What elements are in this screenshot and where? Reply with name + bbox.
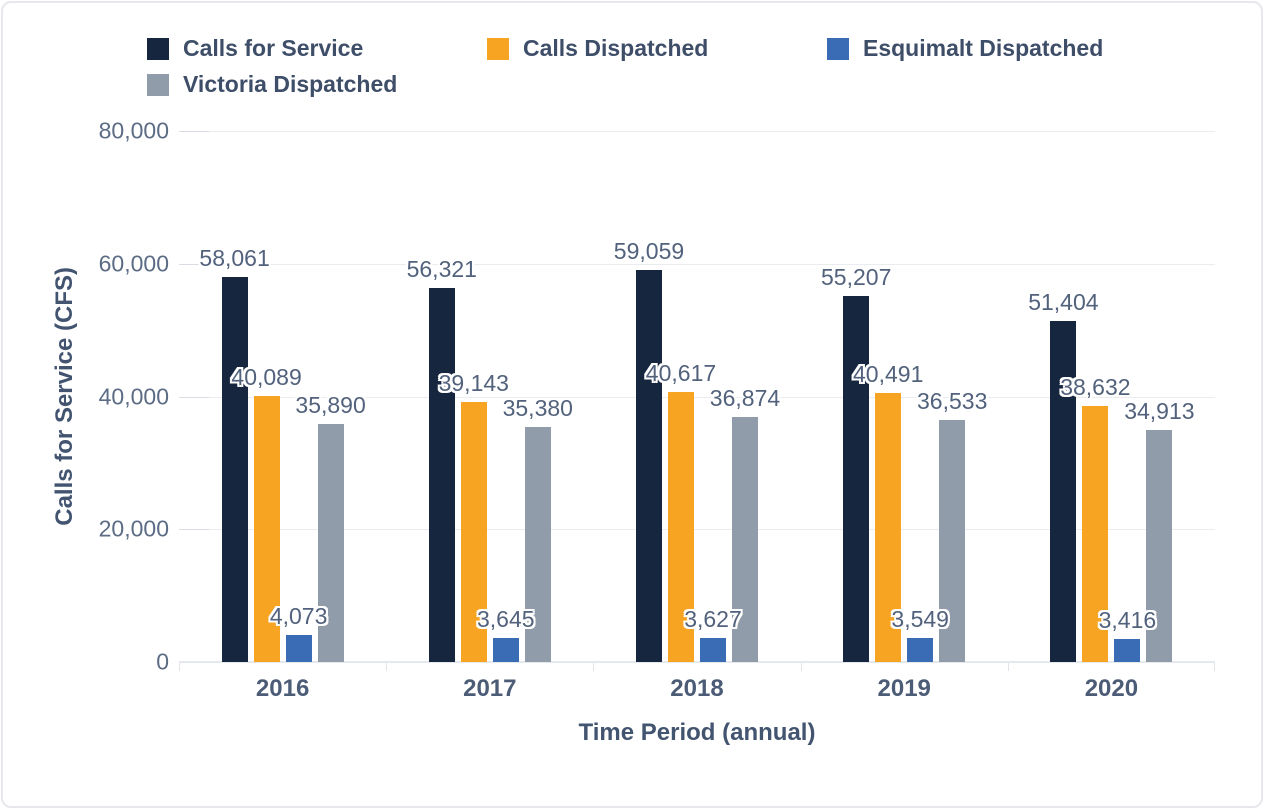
bar-value-label-calls-for-service-2017: 56,321: [406, 256, 477, 283]
bar-group-2017: 56,321 39,143 3,645 35,380: [386, 131, 593, 662]
bar-calls-dispatched-2018[interactable]: [667, 392, 694, 662]
bar-value-label-victoria-dispatched-2020: 34,913: [1124, 398, 1195, 425]
y-axis-tick: [179, 131, 209, 132]
y-axis-tick: [179, 263, 209, 265]
bar-calls-for-service-2018[interactable]: [635, 270, 662, 662]
x-tick-label-2018: 2018: [670, 675, 724, 702]
legend-swatch-victoria-dispatched: [147, 73, 169, 96]
x-axis-tick: [800, 663, 802, 671]
bar-group-2020: 51,404 38,632 3,416 34,913: [1008, 131, 1215, 662]
bar-value-label-calls-for-service-2020: 51,404: [1028, 288, 1099, 315]
bar-victoria-dispatched-2016[interactable]: [317, 423, 344, 662]
bar-value-label-victoria-dispatched-2016: 35,890: [295, 391, 366, 418]
bar-value-label-calls-for-service-2019: 55,207: [821, 263, 892, 290]
bar-value-label-victoria-dispatched-2019: 36,533: [917, 387, 988, 414]
bar-value-label-calls-dispatched-2019: 40,491: [853, 361, 924, 388]
gridline: [179, 131, 1215, 132]
bar-value-label-esquimalt-dispatched-2019: 3,549: [891, 606, 949, 633]
x-axis-tick: [1214, 663, 1215, 671]
plot-area: 58,061 40,089 4,073 35,890 56,321 39,143 3,645…: [179, 131, 1215, 663]
chart-legend: Calls for Service Calls Dispatched Esqui…: [147, 35, 1217, 98]
bar-value-label-victoria-dispatched-2018: 36,874: [709, 385, 781, 412]
x-tick-label-2016: 2016: [255, 675, 310, 702]
legend-swatch-calls-dispatched: [487, 37, 509, 60]
x-axis-tick: [179, 663, 180, 671]
bar-calls-for-service-2020[interactable]: [1050, 320, 1077, 662]
y-axis-tick: [179, 529, 209, 531]
bar-group-2016: 58,061 40,089 4,073 35,890: [179, 131, 386, 662]
bar-esquimalt-dispatched-2017[interactable]: [492, 637, 519, 662]
bar-calls-dispatched-2019[interactable]: [875, 393, 902, 662]
bar-calls-for-service-2019[interactable]: [843, 295, 870, 662]
bar-value-label-calls-dispatched-2017: 39,143: [438, 370, 509, 397]
y-tick-label: 80,000: [98, 117, 169, 144]
legend-label: Calls for Service: [183, 35, 364, 61]
gridline: [179, 529, 1215, 531]
bar-calls-for-service-2017[interactable]: [428, 288, 455, 662]
x-axis-line: [179, 661, 1215, 663]
bar-calls-dispatched-2017[interactable]: [460, 402, 487, 662]
x-tick-label-2017: 2017: [463, 675, 517, 702]
bar-value-label-esquimalt-dispatched-2017: 3,645: [477, 605, 535, 632]
bar-value-label-calls-for-service-2016: 58,061: [199, 244, 270, 271]
legend-swatch-calls-for-service: [147, 37, 169, 60]
y-axis-ticks: 0 20,000 40,000 60,000 80,000: [3, 118, 169, 675]
bar-victoria-dispatched-2019[interactable]: [939, 419, 966, 662]
bar-esquimalt-dispatched-2020[interactable]: [1114, 639, 1141, 662]
bar-value-label-esquimalt-dispatched-2018: 3,627: [684, 605, 742, 632]
bar-value-label-calls-dispatched-2016: 40,089: [231, 363, 302, 390]
y-axis-tick: [179, 396, 209, 398]
x-tick-label-2020: 2020: [1084, 675, 1139, 702]
bar-victoria-dispatched-2018[interactable]: [731, 417, 758, 662]
y-tick-label: 20,000: [98, 515, 169, 542]
y-tick-label: 40,000: [98, 383, 169, 409]
bar-calls-dispatched-2016[interactable]: [253, 395, 280, 662]
bar-esquimalt-dispatched-2018[interactable]: [699, 637, 726, 662]
legend-item-calls-dispatched[interactable]: Calls Dispatched: [487, 35, 827, 62]
bar-value-label-calls-for-service-2018: 59,059: [613, 238, 685, 264]
legend-label: Victoria Dispatched: [183, 71, 398, 97]
bar-group-2019: 55,207 40,491 3,549 36,533: [801, 131, 1008, 662]
bar-esquimalt-dispatched-2016[interactable]: [285, 634, 312, 662]
bar-value-label-esquimalt-dispatched-2020: 3,416: [1098, 607, 1157, 634]
x-tick-label-2019: 2019: [877, 675, 931, 702]
legend-item-calls-for-service[interactable]: Calls for Service: [147, 35, 487, 62]
x-axis-tick: [386, 663, 388, 671]
legend-label: Calls Dispatched: [523, 35, 709, 61]
bar-calls-for-service-2016[interactable]: [221, 276, 248, 662]
x-axis-tick: [593, 663, 595, 671]
bar-calls-dispatched-2020[interactable]: [1082, 405, 1109, 662]
y-tick-label: 0: [156, 648, 169, 675]
x-axis-labels: 2016 2017 2018 2019 2020: [179, 663, 1215, 708]
legend-label: Esquimalt Dispatched: [863, 35, 1104, 61]
gridline: [179, 396, 1215, 398]
bar-value-label-calls-dispatched-2020: 38,632: [1060, 373, 1131, 400]
bar-esquimalt-dispatched-2019[interactable]: [907, 638, 934, 662]
bar-value-label-calls-dispatched-2018: 40,617: [645, 360, 717, 387]
legend-item-victoria-dispatched[interactable]: Victoria Dispatched: [147, 71, 487, 98]
bar-group-2018: 59,059 40,617 3,627 36,874: [593, 131, 800, 662]
x-axis-title: Time Period (annual): [578, 719, 816, 746]
bar-victoria-dispatched-2017[interactable]: [524, 427, 551, 662]
bar-victoria-dispatched-2020[interactable]: [1146, 430, 1173, 662]
bar-value-label-victoria-dispatched-2017: 35,380: [502, 395, 573, 422]
legend-swatch-esquimalt-dispatched: [827, 37, 849, 60]
gridline: [179, 263, 1215, 265]
legend-item-esquimalt-dispatched[interactable]: Esquimalt Dispatched: [827, 35, 1167, 62]
bar-value-label-esquimalt-dispatched-2016: 4,073: [269, 602, 328, 629]
y-tick-label: 60,000: [98, 250, 169, 277]
x-axis-tick: [1007, 663, 1009, 671]
